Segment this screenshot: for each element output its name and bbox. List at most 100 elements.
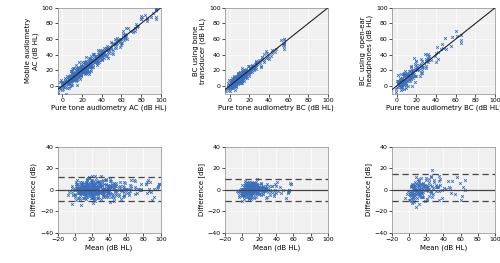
Point (416, 181, 424, 186)
Point (154, 182, 162, 186)
Point (406, 74, 413, 79)
Point (74, 66, 82, 70)
Point (249, 182, 257, 186)
Point (75, 73, 83, 77)
Point (237, 80, 245, 85)
Point (100, 48, 108, 53)
Point (99, 190, 107, 195)
Point (278, 43, 286, 47)
Point (74, 70, 82, 74)
Point (93, 190, 101, 195)
Point (122, 36, 130, 40)
Point (244, 184, 252, 188)
Point (82, 66, 90, 70)
Point (252, 180, 260, 184)
Point (72, 71, 80, 75)
Point (248, 184, 256, 189)
Point (87, 180, 95, 184)
Point (432, 185, 440, 189)
Point (126, 189, 134, 193)
Point (408, 192, 416, 196)
Point (243, 69, 251, 73)
Point (111, 183, 119, 187)
Point (418, 65, 426, 69)
Point (233, 76, 241, 80)
Point (94, 189, 102, 193)
Point (78, 67, 86, 71)
Point (88, 185, 96, 189)
Point (64, 82, 72, 86)
Point (233, 79, 241, 83)
Point (152, 6, 160, 10)
Point (400, 78, 408, 82)
Point (452, 34, 460, 38)
Point (96, 191, 104, 195)
Point (88, 180, 96, 184)
Point (110, 194, 118, 198)
Point (256, 186, 264, 191)
Point (62, 86, 70, 90)
Point (114, 38, 122, 43)
Point (58, 80, 66, 84)
Point (134, 24, 142, 28)
Point (85, 72, 93, 76)
Point (82, 180, 90, 185)
Point (402, 85, 410, 90)
Point (232, 76, 240, 80)
Point (82, 70, 90, 74)
Point (245, 185, 253, 189)
Y-axis label: BC  using  open-ear
headphones (dB HL): BC using open-ear headphones (dB HL) (360, 15, 373, 86)
Point (250, 184, 258, 188)
Point (424, 52, 432, 56)
Point (75, 72, 83, 77)
Point (144, 180, 152, 184)
Point (260, 189, 268, 193)
Point (86, 190, 94, 195)
Point (102, 52, 110, 56)
Point (236, 72, 244, 76)
Point (117, 41, 125, 45)
Point (270, 182, 278, 186)
Point (444, 179, 452, 183)
Point (392, 85, 400, 89)
Point (125, 193, 133, 197)
Point (233, 78, 241, 82)
Point (108, 184, 116, 188)
Point (70, 74, 78, 79)
Point (84, 191, 92, 195)
Point (91, 186, 99, 190)
Point (230, 80, 238, 85)
Point (81, 189, 89, 194)
Point (412, 59, 420, 63)
Point (256, 191, 264, 196)
Point (258, 55, 266, 59)
Point (81, 184, 89, 189)
Point (456, 41, 464, 45)
Point (233, 77, 241, 81)
Point (278, 188, 286, 192)
Point (106, 191, 114, 196)
Point (234, 74, 242, 78)
Point (102, 177, 110, 181)
Point (154, 184, 162, 189)
Point (72, 68, 80, 73)
Point (231, 79, 239, 83)
Point (110, 199, 118, 203)
Point (434, 57, 442, 61)
Point (89, 52, 97, 57)
Point (244, 181, 252, 185)
Point (234, 77, 241, 82)
Point (398, 83, 406, 87)
Point (406, 76, 414, 80)
Point (96, 48, 104, 52)
Point (68, 72, 76, 76)
Point (414, 65, 422, 69)
Point (90, 178, 98, 183)
Point (73, 77, 81, 82)
Point (78, 73, 86, 77)
Point (242, 182, 250, 186)
Point (246, 182, 254, 186)
Point (433, 185, 441, 189)
Point (104, 185, 112, 190)
Point (397, 80, 405, 84)
